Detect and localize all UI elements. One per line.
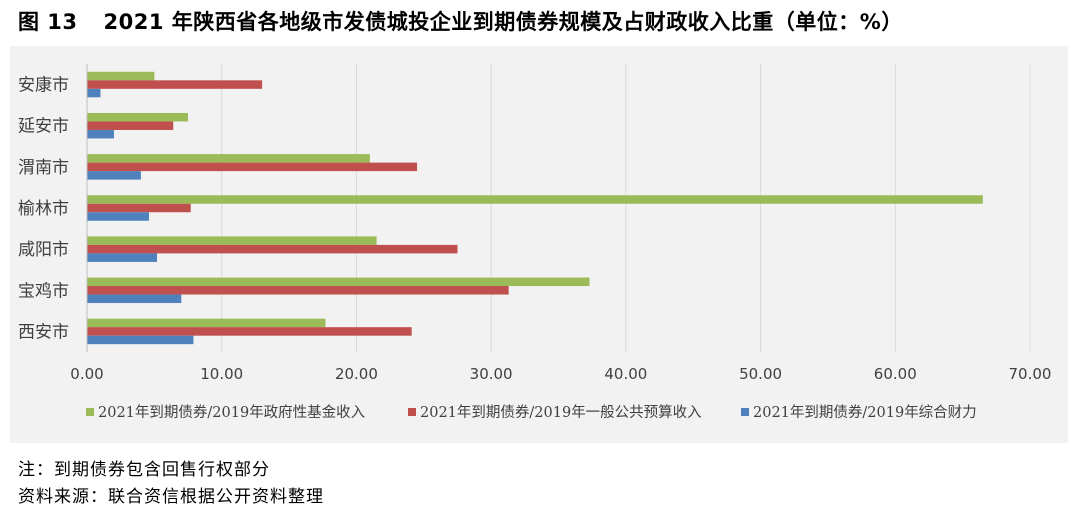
category-label: 安康市 [18, 76, 69, 96]
x-tick-label: 10.00 [200, 365, 243, 383]
legend-swatch [408, 408, 416, 416]
bar [87, 88, 101, 98]
category-label: 渭南市 [18, 158, 69, 178]
bar [87, 277, 590, 287]
legend-label: 2021年到期债券/2019年综合财力 [753, 404, 977, 421]
bar-chart: 0.00 10.00 20.00 30.00 40.00 50.00 60.00 70.00 安… [18, 64, 1052, 421]
bar [87, 195, 983, 204]
legend-label: 2021年到期债券/2019年政府性基金收入 [98, 404, 365, 421]
bar [87, 171, 141, 180]
legend-swatch [741, 408, 749, 416]
legend-swatch [86, 408, 94, 416]
legend-label: 2021年到期债券/2019年一般公共预算收入 [420, 404, 702, 421]
x-tick-label: 50.00 [739, 365, 782, 383]
bar [87, 112, 189, 122]
bar [87, 294, 182, 304]
bar [87, 286, 509, 295]
x-tick-label: 20.00 [335, 365, 378, 383]
category-label: 榆林市 [18, 199, 69, 219]
footnote: 注：到期债券包含回售行权部分 [18, 460, 270, 480]
chart-area: 0.00 10.00 20.00 30.00 40.00 50.00 60.00 70.00 安… [10, 46, 1068, 443]
bar [87, 203, 191, 213]
source-note: 资料来源：联合资信根据公开资料整理 [18, 487, 324, 507]
category-label: 西安市 [18, 322, 69, 342]
category-label: 宝鸡市 [18, 281, 69, 301]
chart-title: 图 13 2021 年陕西省各地级市发债城投企业到期债券规模及占财政收入比重（单位… [18, 6, 1068, 36]
bar [87, 253, 158, 262]
bar [87, 318, 326, 328]
bar [87, 162, 418, 172]
bar [87, 335, 194, 345]
bar [87, 121, 174, 130]
figure-number: 图 13 [18, 10, 78, 34]
bar [87, 71, 155, 81]
x-tick-label: 40.00 [604, 365, 647, 383]
x-tick-label: 0.00 [70, 365, 103, 383]
bar [87, 154, 370, 163]
x-tick-label: 60.00 [874, 365, 917, 383]
x-tick-label: 30.00 [470, 365, 513, 383]
bar [87, 129, 114, 139]
category-label: 咸阳市 [18, 240, 69, 260]
title-text: 2021 年陕西省各地级市发债城投企业到期债券规模及占财政收入比重（单位：%） [103, 10, 903, 34]
bar [87, 212, 149, 221]
bar [87, 236, 377, 245]
bar [87, 80, 263, 89]
category-label: 延安市 [18, 117, 69, 137]
x-tick-label: 70.00 [1009, 365, 1052, 383]
bar [87, 327, 412, 336]
bar [87, 244, 458, 254]
